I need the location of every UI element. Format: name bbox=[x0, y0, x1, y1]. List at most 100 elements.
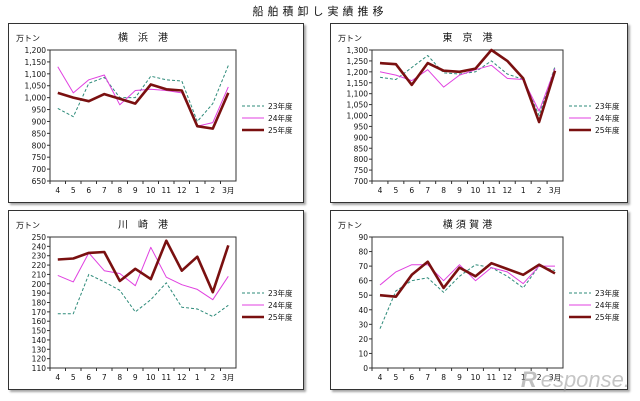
x-tick-label: 3月 bbox=[549, 186, 561, 195]
x-tick-label: 2 bbox=[210, 186, 215, 195]
x-tick-label: 8 bbox=[117, 186, 122, 195]
y-tick-label: 1,200 bbox=[347, 68, 369, 77]
y-tick-label: 20 bbox=[358, 335, 368, 344]
y-tick-label: 1,000 bbox=[347, 112, 369, 121]
chart-panel-tokyo: 東 京 港 万トン 700 750 800 850 900 950 1,000 1,050 1,10… bbox=[330, 23, 630, 208]
y-tick-label: 900 bbox=[354, 133, 369, 142]
plot-area bbox=[371, 236, 564, 369]
y-unit-label: 万トン bbox=[338, 221, 362, 230]
series-line-25年度 bbox=[57, 239, 230, 294]
x-tick-label: 1 bbox=[195, 373, 200, 382]
x-tick-label: 9 bbox=[133, 186, 138, 195]
y-tick-label: 90 bbox=[358, 233, 368, 242]
y-tick-label: 950 bbox=[32, 106, 47, 115]
legend-label: 23年度 bbox=[268, 101, 293, 111]
y-tick-label: 240 bbox=[32, 242, 47, 251]
y-unit-label: 万トン bbox=[16, 34, 40, 43]
x-tick-label: 11 bbox=[487, 373, 497, 382]
x-tick-label: 1 bbox=[195, 186, 200, 195]
legend-label: 25年度 bbox=[595, 312, 620, 322]
response-logo-icon: R bbox=[520, 367, 537, 392]
chart-panel-yokohama: 横 浜 港 万トン 650 700 750 800 850 900 950 1,000 1,050 1… bbox=[8, 23, 306, 208]
y-tick-label: 250 bbox=[32, 233, 47, 242]
x-tick-label: 8 bbox=[117, 373, 122, 382]
y-unit-label: 万トン bbox=[16, 221, 40, 230]
chart-title: 横 浜 港 bbox=[118, 31, 168, 44]
x-tick-label: 2 bbox=[210, 373, 215, 382]
y-tick-label: 170 bbox=[32, 308, 47, 317]
page-title: 船舶積卸し実績推移 bbox=[252, 5, 388, 18]
y-tick-label: 210 bbox=[32, 270, 47, 279]
y-tick-label: 190 bbox=[32, 289, 47, 298]
y-tick-label: 750 bbox=[32, 153, 47, 162]
x-tick-label: 7 bbox=[425, 186, 430, 195]
y-tick-label: 650 bbox=[32, 177, 47, 186]
chart-panel-kawasaki: 川 崎 港万トン 110 120 130 140 150 160 170 180 190 200 21… bbox=[8, 210, 306, 394]
x-tick-label: 1 bbox=[521, 373, 526, 382]
x-tick-label: 1 bbox=[521, 186, 526, 195]
x-tick-label: 2 bbox=[537, 373, 542, 382]
y-tick-label: 80 bbox=[358, 248, 368, 257]
y-tick-label: 750 bbox=[354, 166, 369, 175]
x-tick-label: 7 bbox=[425, 373, 430, 382]
legend-label: 24年度 bbox=[595, 300, 620, 310]
y-unit-label: 万トン bbox=[338, 34, 362, 43]
y-tick-label: 1,200 bbox=[25, 46, 47, 55]
x-tick-label: 10 bbox=[146, 373, 156, 382]
chart-panel-yokosuka: 横 須 賀 港万トン 0 10 20 30 40 50 60 70 80 90 4 5 6 7 8 9 10 11 1… bbox=[330, 210, 630, 394]
y-tick-label: 50 bbox=[358, 291, 368, 300]
watermark-text: esponse. bbox=[540, 367, 630, 392]
series-line-23年度 bbox=[57, 65, 229, 122]
x-tick-label: 7 bbox=[102, 373, 107, 382]
y-tick-label: 1,150 bbox=[25, 58, 47, 67]
y-tick-label: 230 bbox=[32, 252, 47, 261]
legend-label: 23年度 bbox=[595, 101, 620, 111]
x-tick-label: 8 bbox=[441, 186, 446, 195]
x-tick-label: 12 bbox=[503, 373, 513, 382]
y-tick-label: 700 bbox=[354, 177, 369, 186]
x-tick-label: 4 bbox=[55, 186, 60, 195]
legend-label: 24年度 bbox=[268, 113, 293, 123]
x-tick-label: 11 bbox=[161, 186, 171, 195]
series-line-25年度 bbox=[57, 83, 230, 130]
y-tick-label: 140 bbox=[32, 336, 47, 345]
y-tick-label: 40 bbox=[358, 306, 368, 315]
y-tick-label: 200 bbox=[32, 280, 47, 289]
legend-label: 23年度 bbox=[595, 288, 620, 298]
y-tick-label: 1,000 bbox=[25, 94, 47, 103]
chart-frame bbox=[8, 210, 304, 390]
y-tick-label: 800 bbox=[32, 141, 47, 150]
x-tick-label: 8 bbox=[441, 373, 446, 382]
legend-label: 24年度 bbox=[268, 300, 293, 310]
series-line-23年度 bbox=[379, 264, 556, 329]
chart-title: 東 京 港 bbox=[443, 31, 493, 44]
x-tick-label: 4 bbox=[378, 186, 383, 195]
series-line-25年度 bbox=[379, 260, 556, 298]
x-tick-label: 5 bbox=[71, 373, 76, 382]
x-tick-label: 9 bbox=[457, 373, 462, 382]
x-tick-label: 3月 bbox=[549, 373, 561, 382]
x-tick-label: 11 bbox=[487, 186, 497, 195]
y-tick-label: 220 bbox=[32, 261, 47, 270]
x-tick-label: 4 bbox=[378, 373, 383, 382]
x-tick-label: 12 bbox=[177, 373, 187, 382]
series-line-25年度 bbox=[379, 48, 557, 124]
x-tick-label: 6 bbox=[86, 186, 91, 195]
x-tick-label: 3月 bbox=[222, 186, 234, 195]
chart-frame bbox=[8, 23, 304, 203]
legend-label: 24年度 bbox=[595, 113, 620, 123]
chart-title: 横 須 賀 港 bbox=[443, 218, 493, 231]
series-line-24年度 bbox=[57, 246, 229, 301]
y-tick-label: 10 bbox=[358, 349, 368, 358]
x-tick-label: 5 bbox=[71, 186, 76, 195]
y-tick-label: 950 bbox=[354, 122, 369, 131]
x-tick-label: 12 bbox=[503, 186, 513, 195]
series-line-24年度 bbox=[379, 64, 556, 112]
x-tick-label: 9 bbox=[133, 373, 138, 382]
chart-title: 川 崎 港 bbox=[118, 218, 168, 231]
chart-frame bbox=[330, 23, 628, 203]
y-tick-label: 850 bbox=[354, 144, 369, 153]
x-tick-label: 7 bbox=[102, 186, 107, 195]
y-tick-label: 1,100 bbox=[25, 70, 47, 79]
